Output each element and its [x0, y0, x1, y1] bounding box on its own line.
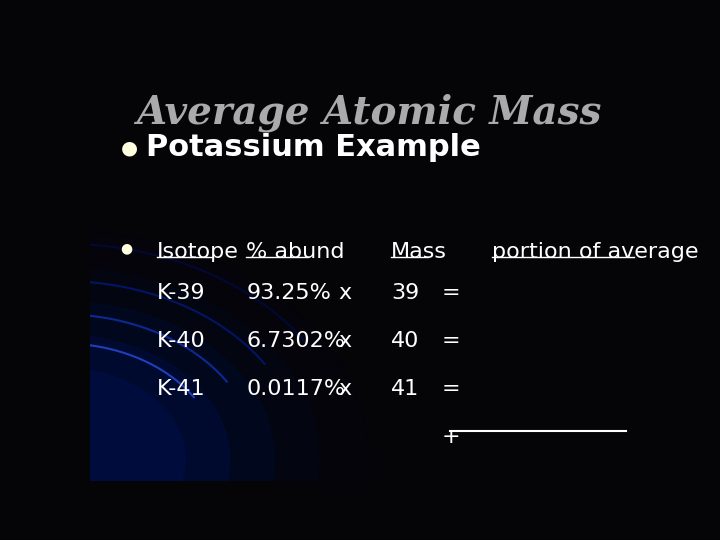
Text: portion of average: portion of average: [492, 241, 698, 261]
Text: ●: ●: [121, 241, 132, 255]
Text: K-40: K-40: [157, 331, 206, 351]
Text: x: x: [338, 379, 351, 399]
Text: +: +: [441, 427, 460, 447]
Circle shape: [0, 231, 369, 540]
Text: =: =: [441, 379, 460, 399]
Text: 39: 39: [392, 283, 420, 303]
Text: 40: 40: [392, 331, 420, 351]
Text: Isotope: Isotope: [157, 241, 239, 261]
Text: x: x: [338, 283, 351, 303]
Text: =: =: [441, 331, 460, 351]
Text: Mass: Mass: [392, 241, 447, 261]
Circle shape: [0, 368, 185, 540]
Text: K-39: K-39: [157, 283, 206, 303]
Text: Average Atomic Mass: Average Atomic Mass: [136, 94, 602, 132]
Text: 93.25%: 93.25%: [246, 283, 331, 303]
Text: % abund: % abund: [246, 241, 345, 261]
Circle shape: [0, 335, 230, 540]
Text: 41: 41: [392, 379, 420, 399]
Text: 0.0117%: 0.0117%: [246, 379, 346, 399]
Circle shape: [0, 268, 319, 540]
Text: 6.7302%: 6.7302%: [246, 331, 346, 351]
Text: ●: ●: [121, 138, 138, 158]
Text: =: =: [441, 283, 460, 303]
Circle shape: [0, 302, 274, 540]
Text: x: x: [338, 331, 351, 351]
Text: K-41: K-41: [157, 379, 206, 399]
Text: Potassium Example: Potassium Example: [145, 133, 480, 163]
